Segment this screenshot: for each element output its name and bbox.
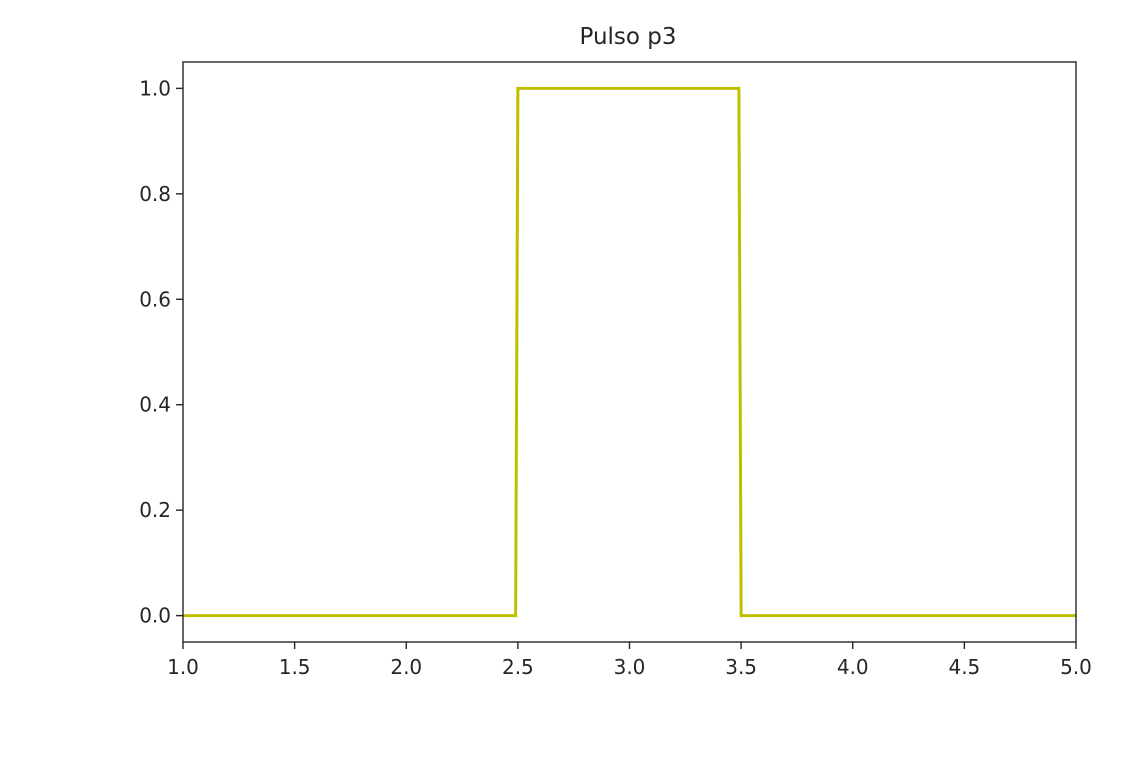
- axes-frame: [182, 61, 1077, 643]
- x-tick-label: 4.0: [837, 655, 869, 679]
- x-tick-label: 2.5: [502, 655, 534, 679]
- chart-title: Pulso p3: [579, 24, 676, 50]
- x-tick-label: 2.0: [390, 655, 422, 679]
- y-tick-label: 0.2: [139, 498, 171, 522]
- y-tick-label: 1.0: [139, 76, 171, 100]
- plot-area: [182, 61, 1077, 643]
- y-tick-label: 0.0: [139, 604, 171, 628]
- x-tick-label: 3.5: [725, 655, 757, 679]
- x-tick-label: 5.0: [1060, 655, 1092, 679]
- y-tick-label: 0.4: [139, 393, 171, 417]
- x-axis: 1.0 1.5 2.0 2.5 3.0 3.5 4.0 4.5 5.0: [167, 642, 1092, 679]
- y-axis: 0.0 0.2 0.4 0.6 0.8 1.0: [139, 76, 183, 628]
- x-tick-label: 1.5: [279, 655, 311, 679]
- y-tick-label: 0.6: [139, 287, 171, 311]
- x-tick-label: 4.5: [948, 655, 980, 679]
- x-tick-label: 1.0: [167, 655, 199, 679]
- series-line-pulse: [183, 86, 1076, 618]
- x-tick-label: 3.0: [614, 655, 646, 679]
- y-tick-label: 0.8: [139, 182, 171, 206]
